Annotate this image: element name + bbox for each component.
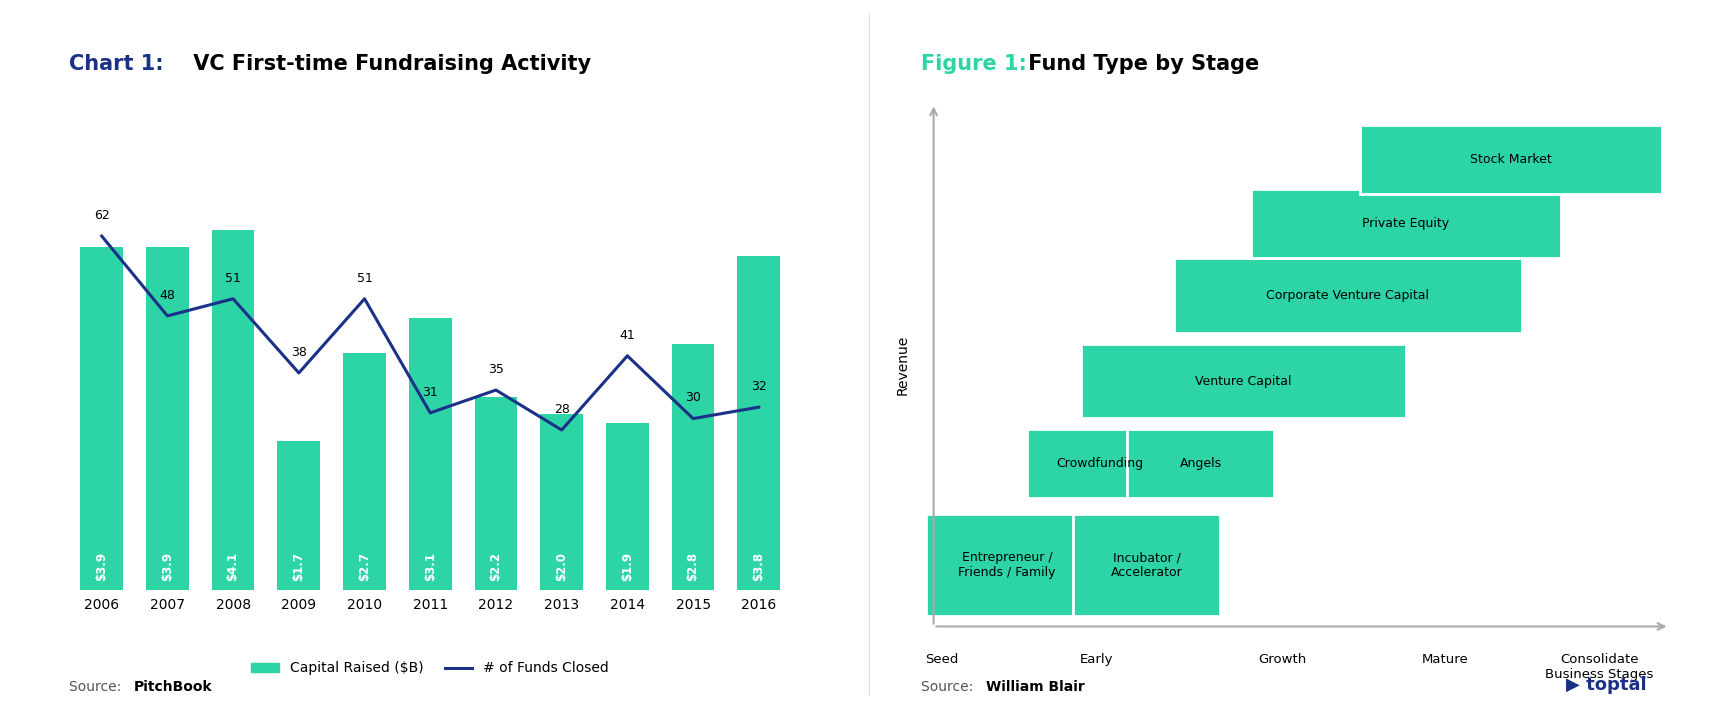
FancyBboxPatch shape [1127, 429, 1274, 498]
FancyBboxPatch shape [1174, 258, 1521, 333]
Text: 35: 35 [489, 363, 504, 376]
Text: Early: Early [1079, 653, 1113, 666]
Text: 41: 41 [620, 329, 635, 342]
Text: 51: 51 [225, 272, 241, 284]
Text: $3.8: $3.8 [752, 552, 766, 581]
Bar [277, 441, 320, 590]
Text: William Blair: William Blair [986, 680, 1084, 694]
Text: Angels: Angels [1181, 457, 1222, 470]
Text: $2.2: $2.2 [489, 552, 503, 581]
Text: $2.8: $2.8 [687, 552, 700, 581]
FancyBboxPatch shape [1074, 515, 1220, 616]
Text: Incubator /
Accelerator: Incubator / Accelerator [1110, 551, 1182, 579]
Text: $3.9: $3.9 [160, 552, 174, 581]
Text: Private Equity: Private Equity [1363, 217, 1449, 230]
Bar [606, 423, 649, 590]
Text: $3.9: $3.9 [95, 552, 108, 581]
Text: Crowdfunding: Crowdfunding [1057, 457, 1144, 470]
Text: Fund Type by Stage: Fund Type by Stage [1021, 54, 1258, 74]
FancyBboxPatch shape [926, 515, 1088, 616]
Text: 62: 62 [95, 208, 110, 222]
Text: 48: 48 [160, 289, 176, 302]
Text: $2.7: $2.7 [358, 552, 372, 581]
Text: Revenue: Revenue [895, 335, 910, 395]
FancyBboxPatch shape [1026, 429, 1174, 498]
FancyBboxPatch shape [1251, 189, 1561, 258]
Text: Stock Market: Stock Market [1470, 153, 1552, 166]
Text: 30: 30 [685, 391, 700, 404]
Text: Figure 1:: Figure 1: [921, 54, 1027, 74]
FancyBboxPatch shape [1081, 344, 1406, 418]
Bar [81, 248, 122, 590]
Text: Mature: Mature [1422, 653, 1468, 666]
Text: 32: 32 [750, 380, 766, 393]
Text: $1.9: $1.9 [621, 552, 633, 581]
Text: Seed: Seed [924, 653, 959, 666]
Text: 38: 38 [291, 345, 306, 359]
Bar [212, 230, 255, 590]
Text: Source:: Source: [921, 680, 978, 694]
Bar [410, 317, 451, 590]
Text: ▶ toptal: ▶ toptal [1566, 675, 1647, 694]
Text: 51: 51 [356, 272, 372, 284]
Text: Corporate Venture Capital: Corporate Venture Capital [1267, 289, 1430, 302]
Text: $3.1: $3.1 [423, 552, 437, 581]
Text: $1.7: $1.7 [293, 552, 305, 581]
Text: Entrepreneur /
Friends / Family: Entrepreneur / Friends / Family [959, 551, 1057, 579]
FancyBboxPatch shape [1360, 125, 1661, 194]
Text: VC First-time Fundraising Activity: VC First-time Fundraising Activity [186, 54, 590, 74]
Bar [671, 344, 714, 590]
Text: Venture Capital: Venture Capital [1194, 375, 1292, 388]
Bar [737, 256, 780, 590]
Bar [146, 248, 189, 590]
Text: 28: 28 [554, 403, 570, 416]
Text: Source:: Source: [69, 680, 126, 694]
Bar [342, 352, 386, 590]
Legend: Capital Raised ($B), # of Funds Closed: Capital Raised ($B), # of Funds Closed [246, 656, 614, 681]
Text: PitchBook: PitchBook [134, 680, 213, 694]
Text: Consolidate
Business Stages: Consolidate Business Stages [1545, 653, 1654, 681]
Bar [475, 397, 518, 590]
Text: Growth: Growth [1258, 653, 1306, 666]
Text: $4.1: $4.1 [227, 552, 239, 581]
Text: 31: 31 [422, 385, 439, 399]
Text: $2.0: $2.0 [556, 552, 568, 581]
Bar [540, 414, 583, 590]
Text: Chart 1:: Chart 1: [69, 54, 163, 74]
